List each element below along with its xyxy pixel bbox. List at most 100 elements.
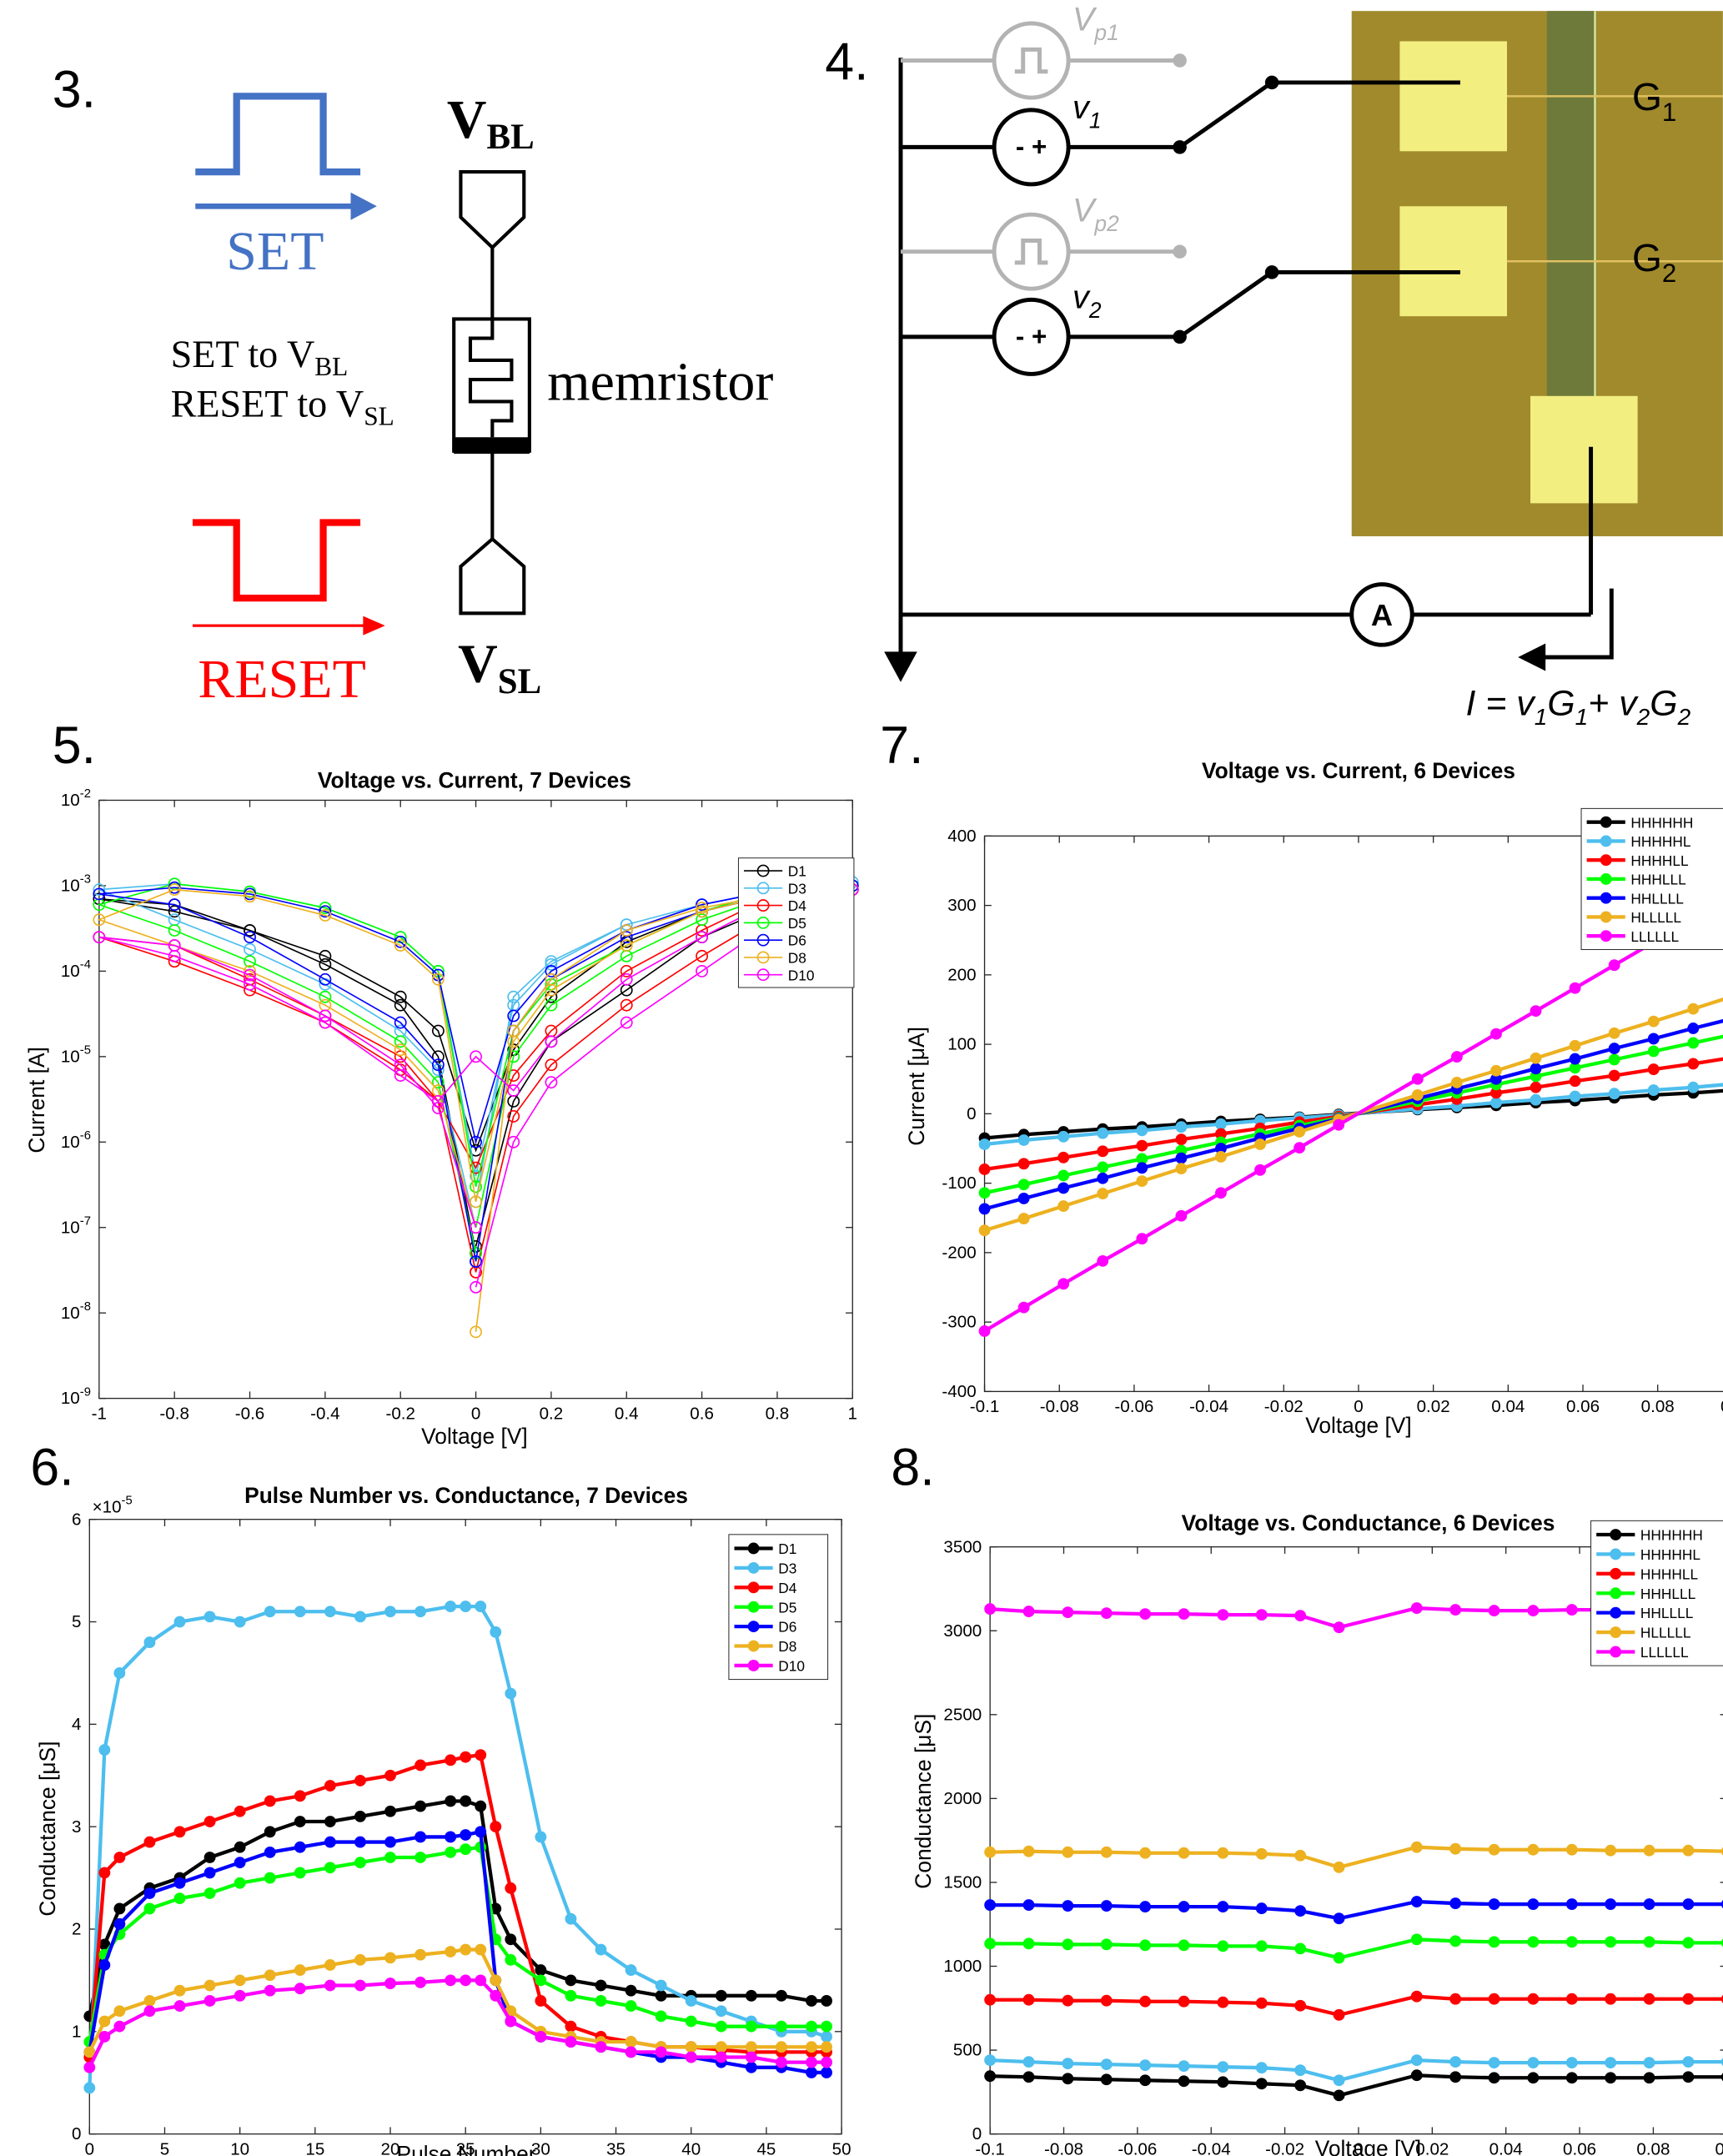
label-sub: 2 [1662, 259, 1676, 288]
marker [114, 1919, 124, 1929]
marker [746, 1991, 756, 2001]
legend-marker [749, 1582, 759, 1592]
equation-part: I = v [1466, 683, 1537, 723]
marker [1605, 1994, 1615, 2004]
marker [1062, 1996, 1072, 2006]
marker [1567, 1937, 1577, 1947]
y-axis-label: Conductance [μS] [911, 1714, 936, 1889]
chart-title: Voltage vs. Conductance, 6 Devices [1182, 1510, 1555, 1535]
marker [1649, 1034, 1659, 1044]
marker [295, 1791, 305, 1801]
marker [1102, 1996, 1112, 2006]
equation-sub: 1 [1535, 704, 1548, 730]
marker [566, 2037, 576, 2047]
legend-label: D8 [788, 950, 806, 967]
node [1173, 244, 1186, 258]
marker [980, 1188, 990, 1198]
marker [1412, 1897, 1422, 1907]
legend-label: D6 [778, 1619, 796, 1636]
marker [746, 2063, 756, 2073]
panel-label: 6. [30, 1438, 73, 1496]
marker [1610, 1071, 1620, 1081]
marker [1137, 1234, 1147, 1244]
marker [686, 2053, 696, 2063]
marker [1179, 2061, 1189, 2071]
legend-label: D3 [778, 1560, 796, 1576]
x-tick-label: 0.04 [1491, 1397, 1525, 1416]
marker [1137, 1125, 1147, 1135]
y-tick-label: 0 [972, 2124, 982, 2143]
legend-label: HHLLLL [1630, 890, 1684, 907]
marker [806, 2042, 816, 2052]
x-tick-label: -0.08 [1040, 1397, 1079, 1416]
marker [1179, 1609, 1189, 1619]
y-tick-label: 1500 [943, 1873, 982, 1892]
reset-note: RESET to VSL [171, 383, 394, 431]
marker [1058, 1132, 1068, 1142]
marker [806, 1996, 816, 2006]
marker [821, 2032, 831, 2042]
marker [1179, 1997, 1189, 2007]
marker [145, 1637, 155, 1647]
label-main: V [458, 634, 498, 695]
y-tick-label: 2500 [943, 1705, 982, 1724]
marker [1489, 1845, 1499, 1855]
legend-marker [749, 1641, 759, 1651]
marker [1257, 1941, 1267, 1951]
y-tick-label: 500 [953, 2041, 982, 2060]
marker [1450, 1994, 1460, 2004]
x-tick-label: 50 [832, 2139, 851, 2156]
legend-marker [1610, 1647, 1620, 1657]
y-tick-label: 1000 [943, 1957, 982, 1976]
marker [295, 1965, 305, 1975]
tick-base: 10 [61, 877, 80, 896]
marker [1062, 2073, 1072, 2083]
panel-label: 3. [53, 61, 96, 119]
y-tick-label: -300 [942, 1313, 976, 1332]
marker [415, 1761, 425, 1771]
marker [1412, 1992, 1422, 2002]
marker [415, 1606, 425, 1616]
x-tick-label: 10 [230, 2139, 249, 2156]
marker [295, 1867, 305, 1877]
marker [295, 1842, 305, 1852]
marker [1216, 1188, 1226, 1198]
x-tick-label: -0.04 [1192, 2139, 1231, 2156]
marker [205, 1996, 215, 2006]
marker [1570, 1076, 1580, 1086]
marker [1176, 1211, 1186, 1221]
x-tick-label: 0 [1354, 2139, 1363, 2156]
marker [385, 1852, 395, 1862]
y-tick-label: -100 [942, 1173, 976, 1193]
marker [716, 2042, 726, 2052]
marker [1334, 1622, 1344, 1632]
x-tick-label: 0.08 [1636, 2139, 1670, 2156]
marker [1452, 1078, 1462, 1088]
marker [99, 1745, 109, 1755]
legend-label: HHHHHL [1630, 833, 1690, 850]
marker [175, 2001, 185, 2011]
marker [1567, 1994, 1577, 2004]
marker [114, 1668, 124, 1678]
legend-label: LLLLLL [1640, 1644, 1689, 1661]
marker [475, 1802, 485, 1812]
marker [1019, 1135, 1029, 1145]
legend-label: D5 [788, 915, 806, 932]
marker [1567, 2058, 1577, 2068]
marker [475, 1601, 485, 1611]
y-tick-label: 3500 [943, 1537, 982, 1556]
legend-label: HHHHHH [1630, 814, 1693, 831]
x-tick-label: 0.6 [690, 1404, 714, 1423]
tick-exponent: -7 [80, 1214, 91, 1228]
tick-exponent: -6 [80, 1129, 91, 1143]
marker [686, 2042, 696, 2052]
marker [490, 1627, 500, 1637]
marker [686, 1996, 696, 2006]
note-main: RESET to V [171, 383, 364, 425]
marker [1649, 1085, 1659, 1095]
chart: Voltage vs. Current, 6 DevicesVoltage [V… [904, 758, 1723, 1438]
marker [1062, 1607, 1072, 1617]
marker [1295, 2065, 1305, 2075]
marker [325, 1606, 335, 1616]
x-tick-label: 0 [471, 1404, 480, 1423]
